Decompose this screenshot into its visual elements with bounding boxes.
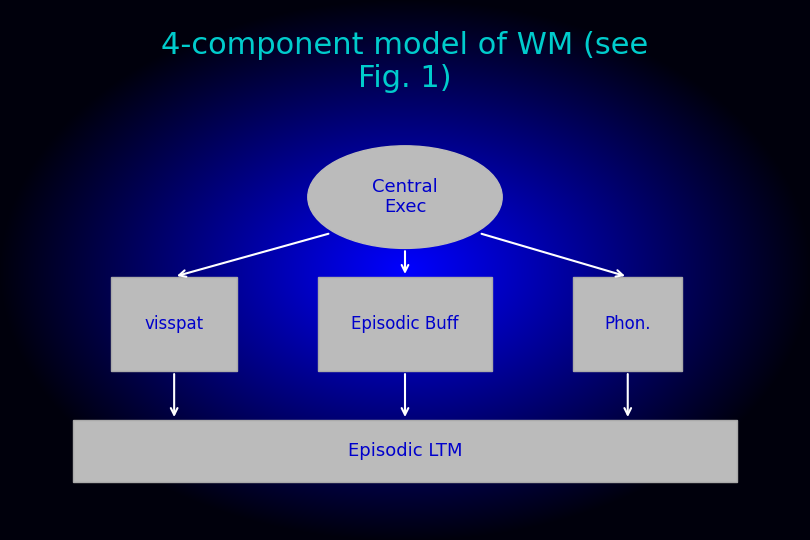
Text: visspat: visspat [145,315,203,333]
Bar [112,276,237,372]
Text: Phon.: Phon. [604,315,651,333]
Text: Episodic LTM: Episodic LTM [347,442,463,460]
Ellipse shape [308,146,502,248]
Bar [318,276,492,372]
Text: Central
Exec: Central Exec [372,178,438,217]
Text: Episodic Buff: Episodic Buff [352,315,458,333]
Text: 4-component model of WM (see
Fig. 1): 4-component model of WM (see Fig. 1) [161,31,649,93]
Bar [73,420,737,482]
Bar [573,276,682,372]
